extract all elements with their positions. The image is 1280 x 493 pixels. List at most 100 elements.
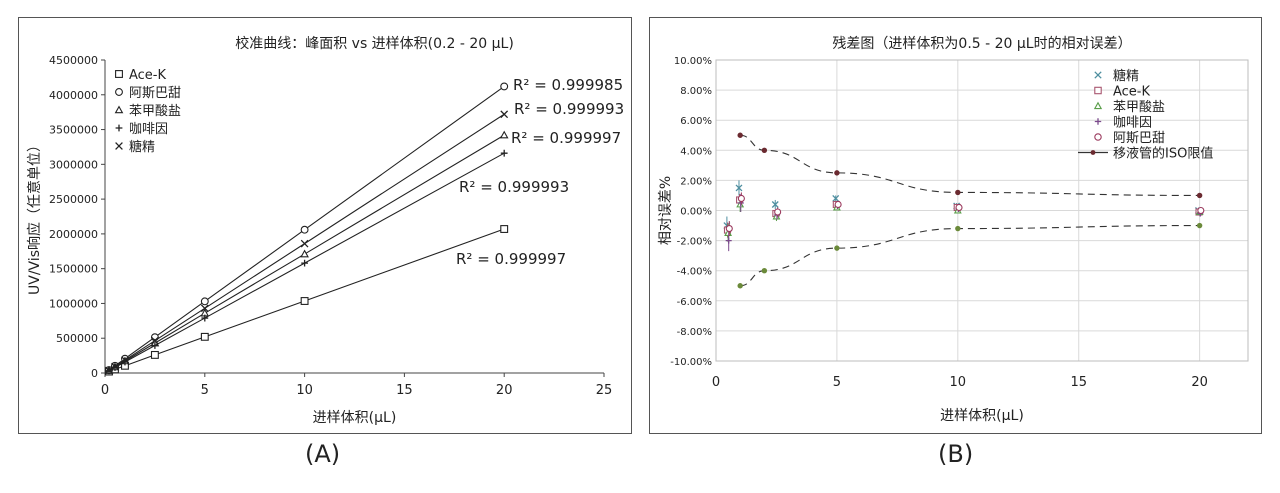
chart-a-data-point (301, 259, 308, 267)
chart-a-legend-label: 苯甲酸盐 (129, 104, 181, 119)
chart-b-x-tick-label: 5 (833, 375, 841, 390)
chart-a-legend-marker (115, 142, 123, 150)
chart-a-trendline (108, 134, 505, 372)
chart-b-data-point (774, 208, 782, 216)
chart-a-r2-label: R² = 0.999997 (456, 250, 566, 268)
chart-a-data-point (500, 149, 508, 157)
chart-b-y-tick-label: 4.00% (680, 146, 712, 157)
chart-a-y-tick-label: 1000000 (49, 297, 98, 310)
chart-b-iso-upper-point (834, 170, 840, 176)
chart-b-iso-upper-point (1196, 192, 1203, 199)
chart-a-x-tick-label: 25 (596, 383, 613, 398)
chart-a-legend-label: 糖精 (129, 139, 155, 155)
chart-b-x-tick-label: 15 (1070, 375, 1087, 390)
chart-b-y-tick-label: -8.00% (677, 327, 712, 338)
chart-b-iso-lower-point (955, 225, 961, 232)
chart-b-y-tick-label: -10.00% (670, 357, 712, 368)
chart-a-data-point (500, 225, 509, 233)
chart-b-x-tick-label: 10 (950, 375, 967, 390)
chart-a-r2-label: R² = 0.999985 (513, 76, 623, 94)
chart-b-plot-border (715, 59, 1249, 362)
chart-b-data-point (725, 237, 732, 244)
chart-a-data-point (121, 356, 129, 364)
chart-a-r2-label: R² = 0.999997 (511, 129, 621, 147)
chart-a-data-point (111, 362, 119, 371)
chart-a-data-point (500, 82, 509, 91)
chart-b-title: 残差图（进样体积为0.5 - 20 µL时的相对误差） (832, 36, 1131, 52)
chart-b-legend-marker (1094, 71, 1102, 79)
chart-a-y-tick-label: 3000000 (49, 158, 98, 171)
chart-a-y-tick-label: 1500000 (49, 263, 98, 276)
chart-a-data-point (300, 297, 309, 305)
chart-a-x-tick-label: 0 (101, 383, 109, 398)
chart-a-trendline (108, 152, 505, 372)
chart-b-data-point (955, 203, 963, 212)
chart-a-x-tick-label: 15 (396, 383, 413, 398)
chart-a-data-point (300, 249, 309, 258)
chart-b-iso-upper-point (761, 147, 768, 153)
chart-b-iso-upper-point (955, 189, 961, 196)
chart-a-data-point (200, 297, 209, 306)
chart-b-y-tick-label: 8.00% (680, 86, 712, 97)
chart-a-data-point (200, 332, 209, 341)
chart-b-y-tick-label: 2.00% (680, 176, 712, 187)
chart-b-data-point (735, 184, 743, 192)
chart-b-iso-lower-point (737, 283, 743, 289)
calibration-chart-svg: 校准曲线：峰面积 vs 进样体积(0.2 - 20 µL) 0 500000 1000… (26, 35, 624, 426)
chart-b-legend-marker (1094, 118, 1102, 125)
chart-a-y-tick-label: 3500000 (49, 124, 98, 137)
chart-b-y-tick-label: 10.00% (674, 56, 712, 67)
chart-b-y-tick-label: 6.00% (680, 116, 712, 127)
chart-a-legend-marker (115, 70, 123, 78)
chart-b-iso-lower-point (761, 268, 768, 274)
chart-b-iso-lower-point (834, 245, 840, 251)
chart-b-legend-label: 苯甲酸盐 (1113, 100, 1165, 115)
chart-a-x-tick-label: 10 (296, 383, 313, 398)
chart-b-x-tick-label: 0 (712, 375, 720, 390)
chart-a-y-tick-label: 500000 (56, 332, 98, 345)
chart-a-legend-label: 阿斯巴甜 (129, 85, 181, 101)
chart-b-legend-label: 糖精 (1113, 68, 1139, 84)
chart-a-x-tick-label: 20 (496, 383, 513, 398)
chart-a-y-tick-label: 0 (91, 367, 98, 380)
chart-a-data-point (150, 350, 159, 359)
chart-b-legend-label: 移液管的ISO限值 (1113, 146, 1213, 162)
chart-b-data-point (771, 201, 779, 208)
chart-a-y-label: UV/Vis响应（任意单位） (26, 138, 43, 295)
chart-b-legend-marker (1094, 86, 1102, 95)
chart-a-legend-label: Ace-K (129, 68, 167, 83)
chart-b-legend-label: 咖啡因 (1113, 116, 1152, 131)
chart-a-title: 校准曲线：峰面积 vs 进样体积(0.2 - 20 µL) (235, 35, 514, 52)
chart-a-x-tick-label: 5 (201, 383, 209, 398)
chart-b-data-point (834, 200, 842, 209)
chart-b-y-tick-label: 0.00% (680, 207, 712, 218)
chart-b-data-point (1197, 206, 1205, 215)
panel-label-a: (A) (305, 440, 341, 468)
chart-b-y-tick-label: -6.00% (677, 297, 712, 308)
residual-chart-panel: 残差图（进样体积为0.5 - 20 µL时的相对误差） -10.00% -8.00%… (649, 17, 1262, 434)
chart-b-legend-marker (1093, 101, 1103, 110)
chart-b-y-label: 相对误差% (658, 176, 674, 245)
chart-b-legend-label: Ace-K (1113, 85, 1151, 100)
chart-a-data-point (500, 110, 509, 119)
chart-a-legend-marker (114, 105, 124, 114)
chart-a-data-point (105, 366, 113, 375)
chart-b-iso-upper-point (737, 132, 743, 138)
chart-a-y-tick-label: 2500000 (49, 193, 98, 206)
chart-b-data-point (725, 225, 733, 233)
chart-b-iso-lower-line (740, 225, 1200, 287)
chart-a-data-point (300, 225, 309, 234)
chart-a-y-tick-label: 4000000 (49, 89, 98, 102)
chart-a-legend-label: 咖啡因 (129, 122, 168, 137)
residual-chart-svg: 残差图（进样体积为0.5 - 20 µL时的相对误差） -10.00% -8.00%… (658, 36, 1249, 424)
chart-a-data-point (200, 304, 209, 313)
chart-b-x-tick-label: 20 (1191, 375, 1208, 390)
chart-a-legend-marker (115, 88, 123, 96)
chart-a-data-point (499, 130, 509, 139)
chart-b-x-label: 进样体积(µL) (940, 408, 1024, 424)
chart-b-data-point (737, 194, 745, 203)
chart-a-r2-label: R² = 0.999993 (514, 100, 624, 118)
chart-b-legend-marker (1090, 150, 1096, 155)
chart-a-y-tick-label: 4500000 (49, 54, 98, 67)
chart-a-legend-marker (115, 124, 123, 132)
